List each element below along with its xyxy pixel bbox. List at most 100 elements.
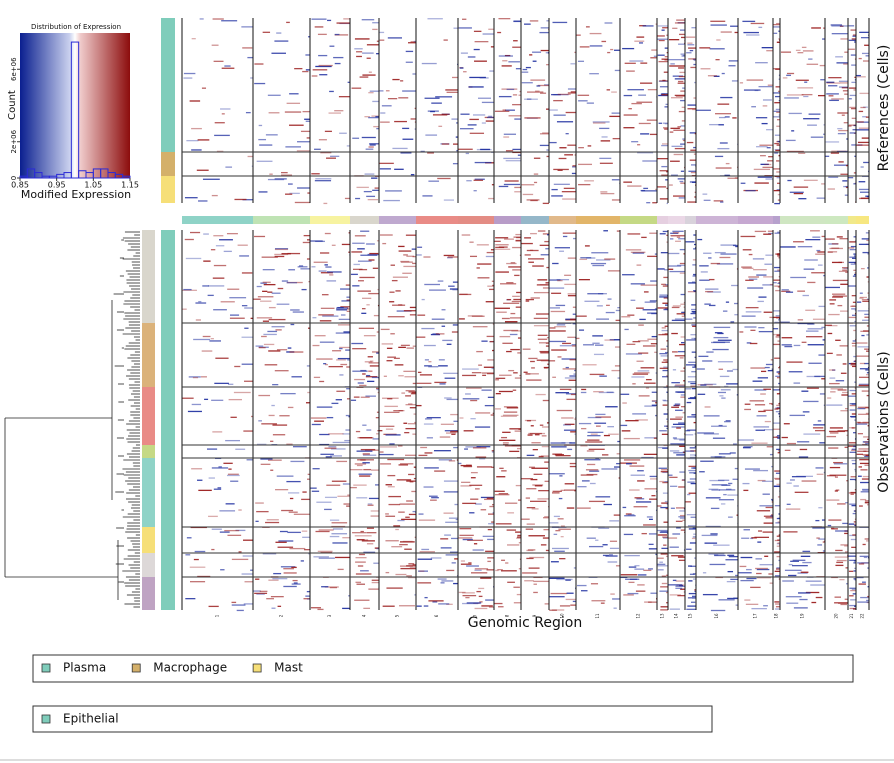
heatmap-cell xyxy=(595,496,611,498)
heatmap-cell xyxy=(208,477,215,479)
heatmap-cell xyxy=(489,505,494,508)
heatmap-cell xyxy=(849,478,856,481)
heatmap-cell xyxy=(245,111,251,114)
heatmap-cell xyxy=(825,155,830,157)
heatmap-cell xyxy=(503,302,520,304)
heatmap-cell xyxy=(669,608,680,610)
heatmap-cell xyxy=(678,238,685,240)
heatmap-cell xyxy=(530,360,535,363)
heatmap-cell xyxy=(526,454,535,457)
heatmap-cell xyxy=(631,141,639,143)
heatmap-cell xyxy=(447,256,458,258)
heatmap-cell xyxy=(553,533,558,536)
heatmap-cell xyxy=(191,127,202,130)
heatmap-cell xyxy=(517,536,521,538)
heatmap-cell xyxy=(694,454,696,457)
heatmap-cell xyxy=(856,576,864,579)
heatmap-cell xyxy=(368,116,379,119)
heatmap-cell xyxy=(451,331,458,333)
heatmap-cell xyxy=(488,28,494,30)
heatmap-cell xyxy=(412,510,416,513)
heatmap-cell xyxy=(443,372,458,374)
heatmap-cell xyxy=(398,445,403,447)
heatmap-cell xyxy=(287,347,292,349)
heatmap-cell xyxy=(234,365,241,368)
heatmap-cell xyxy=(318,314,334,316)
heatmap-cell xyxy=(630,299,636,301)
subcluster-strip xyxy=(142,553,155,577)
heatmap-cell xyxy=(848,285,856,287)
heatmap-cell xyxy=(839,345,848,347)
heatmap-cell xyxy=(413,466,416,468)
heatmap-cell xyxy=(336,460,348,463)
heatmap-cell xyxy=(359,276,375,279)
heatmap-cell xyxy=(361,308,366,310)
heatmap-cell xyxy=(319,341,335,343)
heatmap-cell xyxy=(777,90,780,92)
heatmap-cell xyxy=(382,242,387,245)
heatmap-cell xyxy=(417,582,432,584)
heatmap-cell xyxy=(778,388,780,390)
heatmap-cell xyxy=(428,495,438,497)
heatmap-cell xyxy=(371,579,379,581)
heatmap-cell xyxy=(408,403,413,405)
heatmap-cell xyxy=(763,409,773,411)
heatmap-cell xyxy=(502,342,513,344)
heatmap-cell xyxy=(778,403,780,405)
heatmap-cell xyxy=(276,32,282,34)
heatmap-cell xyxy=(182,289,197,291)
heatmap-cell xyxy=(515,68,521,70)
heatmap-cell xyxy=(778,559,780,562)
heatmap-cell xyxy=(255,578,260,580)
heatmap-cell xyxy=(503,157,521,160)
heatmap-cell xyxy=(692,311,696,313)
heatmap-cell xyxy=(661,361,668,363)
heatmap-cell xyxy=(681,120,685,122)
heatmap-cell xyxy=(753,426,770,428)
heatmap-cell xyxy=(211,548,215,551)
heatmap-cell xyxy=(418,519,436,521)
heatmap-cell xyxy=(853,523,856,525)
heatmap-cell xyxy=(734,177,738,179)
heatmap-cell xyxy=(505,160,521,162)
heatmap-cell xyxy=(363,551,376,553)
chromosome-bar xyxy=(182,216,253,224)
heatmap-cell xyxy=(500,415,517,417)
heatmap-cell xyxy=(837,112,848,114)
heatmap-cell xyxy=(838,602,848,605)
heatmap-cell xyxy=(757,377,769,379)
heatmap-cell xyxy=(570,63,576,65)
heatmap-cell xyxy=(515,240,521,242)
heatmap-cell xyxy=(848,124,856,126)
heatmap-cell xyxy=(184,197,198,199)
heatmap-cell xyxy=(590,262,607,265)
heatmap-cell xyxy=(742,249,752,251)
heatmap-cell xyxy=(718,116,726,119)
heatmap-cell xyxy=(363,335,376,337)
heatmap-cell xyxy=(691,308,696,311)
heatmap-cell xyxy=(365,148,374,150)
heatmap-cell xyxy=(513,40,518,42)
heatmap-cell xyxy=(689,447,696,449)
heatmap-cell xyxy=(856,421,861,424)
heatmap-cell xyxy=(540,544,547,546)
heatmap-cell xyxy=(751,607,767,610)
heatmap-cell xyxy=(776,545,780,547)
heatmap-cell xyxy=(542,537,549,539)
heatmap-cell xyxy=(489,288,494,291)
heatmap-cell xyxy=(512,246,521,249)
heatmap-cell xyxy=(757,300,764,303)
heatmap-cell xyxy=(405,404,416,406)
cell-type-strip xyxy=(161,230,175,610)
heatmap-cell xyxy=(526,557,534,560)
heatmap-cell xyxy=(271,292,281,294)
heatmap-cell xyxy=(666,427,668,430)
heatmap-cell xyxy=(793,344,801,347)
heatmap-cell xyxy=(513,20,521,22)
heatmap-cell xyxy=(220,301,235,303)
heatmap-cell xyxy=(670,160,680,162)
heatmap-cell xyxy=(644,437,657,439)
heatmap-cell xyxy=(539,144,549,147)
heatmap-cell xyxy=(443,512,454,514)
heatmap-cell xyxy=(651,404,657,406)
